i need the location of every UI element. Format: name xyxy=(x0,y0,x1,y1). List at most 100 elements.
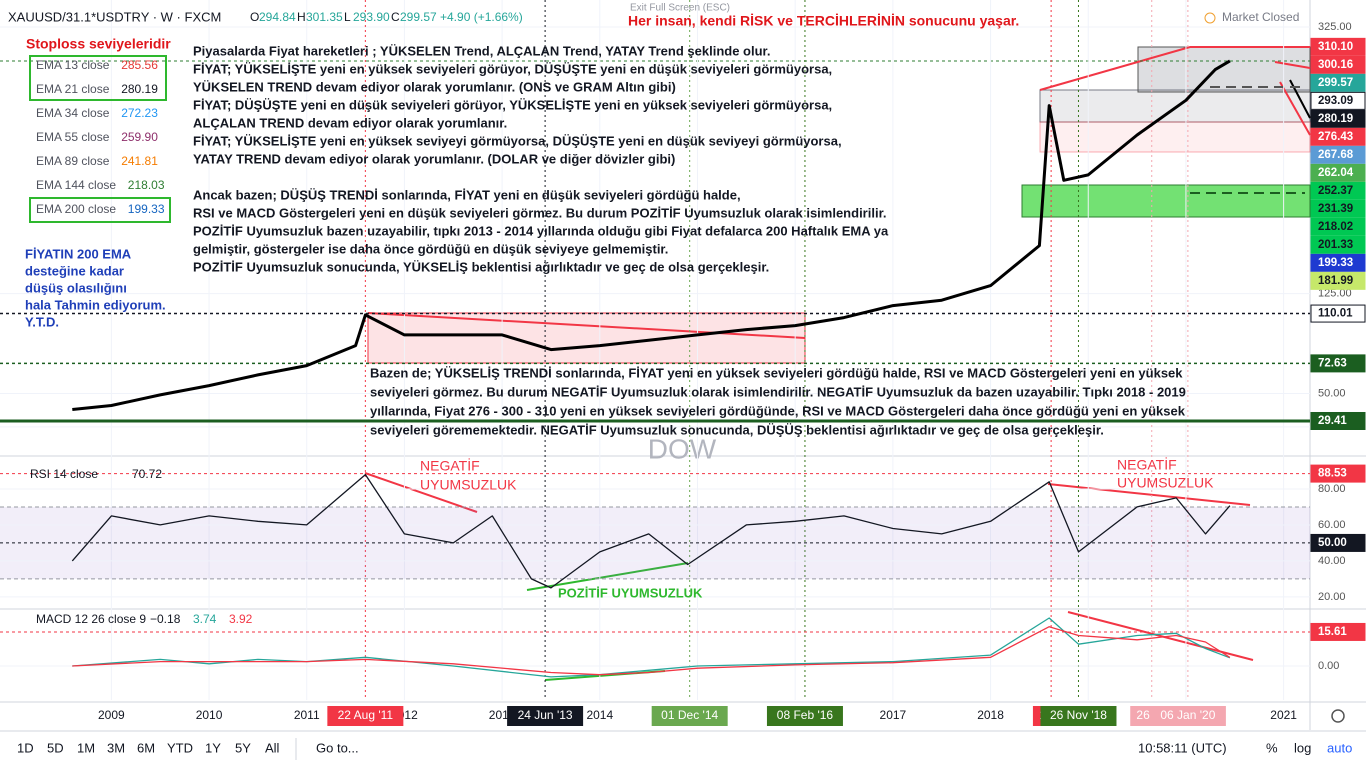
annotation-line: POZİTİF Uyumsuzluk sonucunda, YÜKSELİŞ b… xyxy=(193,259,769,274)
range-box xyxy=(1039,121,1311,153)
settings-icon[interactable] xyxy=(1331,709,1345,723)
trend-line xyxy=(1039,46,1191,91)
x-tick-label: 2018 xyxy=(977,708,1004,722)
price-label-bg xyxy=(1310,109,1366,128)
ema-label: EMA 21 close xyxy=(36,82,110,96)
macd-readout: 3.92 xyxy=(229,612,253,626)
support-box xyxy=(1021,184,1311,218)
divergence-label: UYUMSUZLUK xyxy=(420,477,517,493)
x-tick-label: 2017 xyxy=(880,708,907,722)
x-tick-label: 2010 xyxy=(196,708,223,722)
price-label: 231.39 xyxy=(1318,203,1353,215)
ohlc-label: C xyxy=(391,10,400,24)
ema-value: 285.56 xyxy=(121,58,158,72)
price-label-bg xyxy=(1310,163,1366,182)
watermark: DOW xyxy=(648,433,717,464)
rsi-trend-line xyxy=(1047,483,1251,506)
divergence-label: NEGATİF xyxy=(420,457,480,474)
ohlc-label: O xyxy=(250,10,259,24)
ohlc-label: H xyxy=(297,10,306,24)
range-button[interactable]: 1M xyxy=(77,740,95,755)
annotation-line: POZİTİF Uyumsuzluk bazen uzayabilir, tıp… xyxy=(193,223,889,238)
marker-label: 06 Jan '20 xyxy=(1160,708,1215,722)
goto[interactable]: Go to... xyxy=(316,740,359,755)
price-label-bg xyxy=(1310,253,1366,272)
symbol: XAUUSD/31.1*USDTRY · W · FXCM xyxy=(8,9,221,24)
range-box xyxy=(1039,89,1311,123)
price-label: 293.09 xyxy=(1318,95,1353,107)
price-label-bg xyxy=(1310,271,1366,290)
price-label-bg xyxy=(1310,304,1366,323)
log-toggle[interactable]: log xyxy=(1294,740,1311,755)
marker-label: 01 Dec '14 xyxy=(661,708,718,722)
marker-label-bg xyxy=(327,706,404,726)
ohlc-value: 301.35 xyxy=(306,10,343,24)
price-label-bg xyxy=(1310,464,1366,483)
percent-toggle[interactable]: % xyxy=(1266,740,1278,755)
price-label: 201.33 xyxy=(1318,239,1353,251)
price-label: 310.10 xyxy=(1318,41,1353,53)
ema-label: EMA 55 close xyxy=(36,130,110,144)
trend-line xyxy=(367,312,806,339)
range-button[interactable]: 1Y xyxy=(205,740,221,755)
ohlc-value: 299.57 xyxy=(400,10,437,24)
price-label-bg xyxy=(1310,199,1366,218)
x-tick-label: 2021 xyxy=(1270,708,1297,722)
range-button[interactable]: YTD xyxy=(167,740,193,755)
ohlc-value: 294.84 xyxy=(259,10,296,24)
range-button[interactable]: 3M xyxy=(107,740,125,755)
annotation-line: ALÇALAN TREND devam ediyor olarak yoruml… xyxy=(193,115,507,130)
ohlc-label: L xyxy=(344,10,351,24)
ema-label: EMA 13 close xyxy=(36,58,110,72)
price-label-bg xyxy=(1310,91,1366,110)
price-label-bg xyxy=(1310,622,1366,641)
rsi-line xyxy=(71,473,1231,589)
range-button[interactable]: 1D xyxy=(17,740,34,755)
ema-value: 241.81 xyxy=(121,154,158,168)
auto-toggle[interactable]: auto xyxy=(1327,740,1352,755)
range-button[interactable]: All xyxy=(265,740,280,755)
warning: Her insan, kendi RİSK ve TERCİHLERİNİN s… xyxy=(628,13,1019,29)
price-label-bg xyxy=(1310,181,1366,200)
range-button[interactable]: 5Y xyxy=(235,740,251,755)
price-label: 276.43 xyxy=(1318,131,1353,143)
y-tick-label: 80.00 xyxy=(1318,483,1346,495)
marker-label-bg xyxy=(1040,706,1117,726)
marker-label: 26 Nov '18 xyxy=(1050,708,1107,722)
annotation-line: FİYAT; DÜŞÜŞTE yeni en düşük seviyeleri … xyxy=(193,97,832,112)
price-label-bg xyxy=(1310,73,1366,92)
ema-label: EMA 89 close xyxy=(36,154,110,168)
annotation-line: FİYAT; YÜKSELİŞTE yeni en yüksek seviyey… xyxy=(193,133,842,148)
price-label-bg xyxy=(1310,217,1366,236)
y-tick-label: 0.00 xyxy=(1318,660,1339,672)
marker-label-bg xyxy=(507,706,584,726)
clock: 10:58:11 (UTC) xyxy=(1138,740,1227,755)
y-tick-label: 40.00 xyxy=(1318,555,1346,567)
stoploss-label: Stoploss seviyeleridir xyxy=(26,36,171,52)
macd-line xyxy=(72,626,1231,676)
range-button[interactable]: 6M xyxy=(137,740,155,755)
price-label: 199.33 xyxy=(1318,257,1353,269)
ohlc-change: +4.90 (+1.66%) xyxy=(440,10,523,24)
annotation-line: seviyeleri görmez. Bu durum NEGATİF Uyum… xyxy=(370,384,1186,399)
price-label: 110.01 xyxy=(1318,308,1353,320)
marker-label-bg xyxy=(651,706,728,726)
y-tick-label: 20.00 xyxy=(1318,591,1346,603)
annotation-line: gelmiştir, göstergeler ise daha önce gör… xyxy=(193,241,668,256)
y-tick-label: 50.00 xyxy=(1318,387,1346,399)
divergence-label: NEGATİF xyxy=(1117,456,1177,473)
range-button[interactable]: 5D xyxy=(47,740,64,755)
ema-value: 280.19 xyxy=(121,82,158,96)
rsi-title: RSI 14 close xyxy=(30,467,98,481)
annotation-line: Ancak bazen; DÜŞÜŞ TRENDİ sonlarında, Fİ… xyxy=(193,187,741,202)
forecast-line: hala Tahmin ediyorum. xyxy=(25,297,166,312)
exit-fullscreen[interactable]: Exit Full Screen (ESC) xyxy=(630,3,730,14)
price-label: 50.00 xyxy=(1318,537,1347,549)
price-label: 15.61 xyxy=(1318,626,1347,638)
trend-line xyxy=(1274,61,1311,69)
annotation-line: FİYAT; YÜKSELİŞTE yeni en yüksek seviyel… xyxy=(193,61,832,76)
ema-value: 259.90 xyxy=(121,130,158,144)
y-tick-label: 125.00 xyxy=(1318,287,1352,299)
price-label-bg xyxy=(1310,127,1366,146)
ema-label: EMA 144 close xyxy=(36,178,116,192)
